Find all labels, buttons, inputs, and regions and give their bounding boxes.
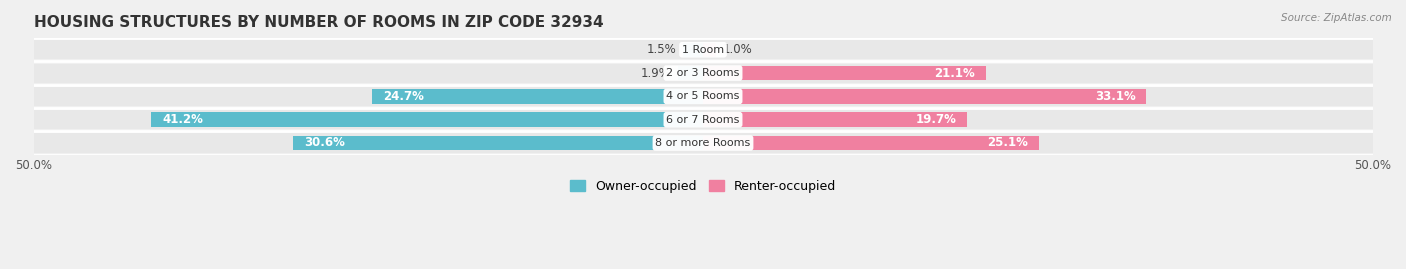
Text: 1 Room: 1 Room [682, 45, 724, 55]
Text: Source: ZipAtlas.com: Source: ZipAtlas.com [1281, 13, 1392, 23]
Bar [703, 112, 967, 127]
Text: 41.2%: 41.2% [162, 113, 202, 126]
Text: 24.7%: 24.7% [382, 90, 423, 103]
Bar [703, 89, 1146, 104]
Text: 8 or more Rooms: 8 or more Rooms [655, 138, 751, 148]
Legend: Owner-occupied, Renter-occupied: Owner-occupied, Renter-occupied [569, 180, 837, 193]
Text: 6 or 7 Rooms: 6 or 7 Rooms [666, 115, 740, 125]
Text: 21.1%: 21.1% [934, 66, 974, 80]
Text: HOUSING STRUCTURES BY NUMBER OF ROOMS IN ZIP CODE 32934: HOUSING STRUCTURES BY NUMBER OF ROOMS IN… [34, 15, 603, 30]
Text: 1.0%: 1.0% [723, 43, 752, 56]
Bar [34, 40, 1372, 59]
Text: 19.7%: 19.7% [915, 113, 956, 126]
Bar [373, 89, 703, 104]
Text: 2 or 3 Rooms: 2 or 3 Rooms [666, 68, 740, 78]
Bar [34, 87, 1372, 106]
Bar [703, 66, 986, 80]
Text: 1.9%: 1.9% [641, 66, 671, 80]
Text: 25.1%: 25.1% [987, 136, 1028, 150]
Text: 33.1%: 33.1% [1095, 90, 1136, 103]
Bar [703, 136, 1039, 150]
Text: 1.5%: 1.5% [647, 43, 676, 56]
Bar [34, 63, 1372, 83]
Bar [678, 66, 703, 80]
Bar [152, 112, 703, 127]
Bar [294, 136, 703, 150]
Bar [683, 43, 703, 57]
Text: 4 or 5 Rooms: 4 or 5 Rooms [666, 91, 740, 101]
Bar [703, 43, 717, 57]
Bar [34, 133, 1372, 153]
Bar [34, 110, 1372, 129]
Text: 30.6%: 30.6% [304, 136, 344, 150]
